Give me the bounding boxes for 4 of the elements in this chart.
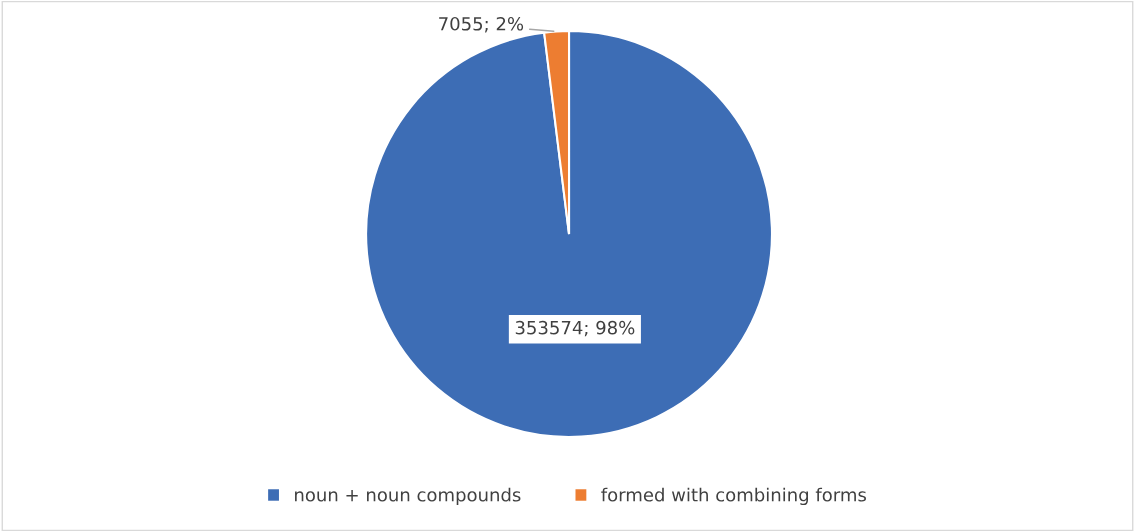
legend-label: formed with combining forms <box>601 487 866 506</box>
data-label: 7055; 2% <box>439 16 524 33</box>
legend-label: noun + noun compounds <box>295 487 521 506</box>
data-label: 353574; 98% <box>515 320 635 337</box>
